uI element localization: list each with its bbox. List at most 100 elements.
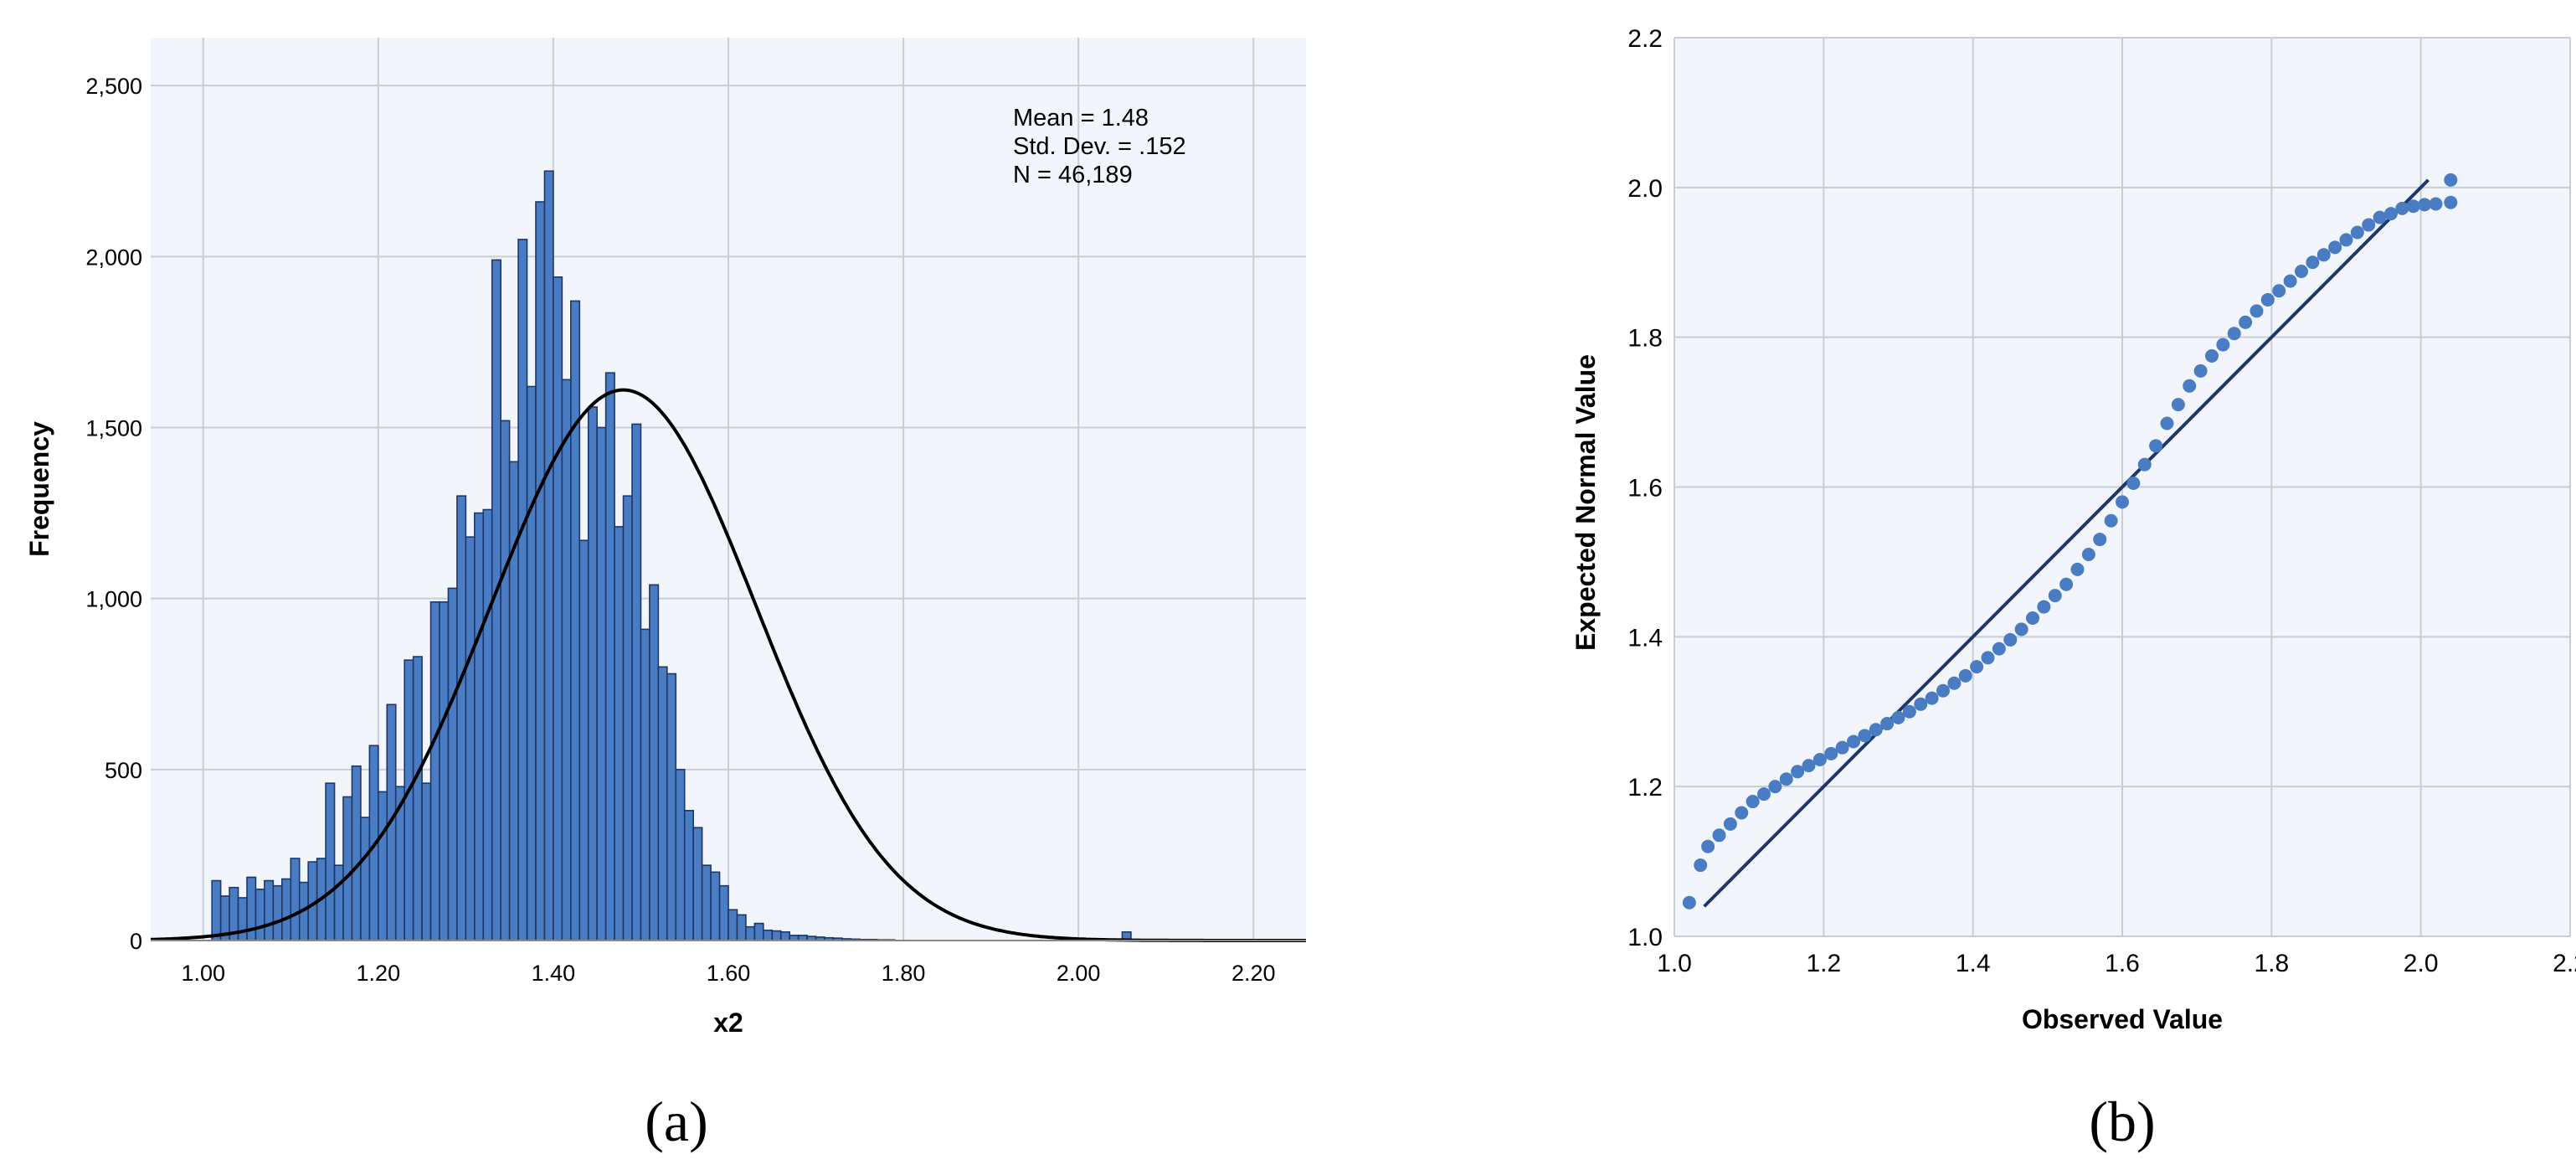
histogram-bar — [771, 930, 782, 941]
histogram-x-tick-label: 2.20 — [1231, 961, 1276, 986]
pp-plot-y-tick-label: 1.6 — [1627, 475, 1663, 503]
pp-plot-point — [2362, 218, 2376, 232]
histogram-y-tick-label: 2,500 — [85, 74, 142, 99]
pp-plot-point — [2081, 547, 2095, 561]
pp-plot-point — [2205, 349, 2219, 363]
histogram-stats-legend: Mean = 1.48 Std. Dev. = .152 N = 46,189 — [1013, 105, 1186, 188]
histogram-x-axis-title: x2 — [713, 1008, 743, 1038]
pp-plot-point — [1735, 806, 1749, 820]
pp-plot-y-tick-label: 1.0 — [1627, 924, 1663, 951]
pp-plot-point — [2395, 201, 2409, 215]
histogram-bar — [500, 420, 511, 941]
histogram-bar — [649, 584, 660, 941]
histogram-bar — [657, 666, 668, 941]
pp-plot-point — [1958, 668, 1972, 683]
histogram-bar — [578, 539, 589, 941]
pp-plot-point — [2418, 198, 2432, 212]
pp-plot-point — [2160, 416, 2174, 430]
pp-plot-point — [1694, 858, 1708, 873]
histogram-bar — [264, 879, 275, 941]
histogram-bar — [237, 897, 248, 941]
histogram-bar — [561, 379, 572, 941]
panel-label-a: (a) — [645, 1090, 707, 1153]
pp-plot-point — [2070, 562, 2085, 576]
histogram-bar — [342, 796, 353, 941]
pp-plot-point — [2328, 240, 2342, 255]
pp-plot-point — [1768, 780, 1782, 794]
histogram-bar — [482, 508, 493, 941]
histogram-bar — [683, 810, 694, 941]
pp-plot-point — [1914, 697, 1928, 711]
histogram-bar — [456, 495, 467, 941]
pp-plot-y-tick-label: 2.2 — [1627, 25, 1663, 53]
pp-plot-points — [1682, 173, 2458, 910]
pp-plot-point — [1936, 683, 1950, 698]
pp-plot-point — [2306, 255, 2320, 270]
histogram-bar — [429, 600, 440, 941]
histogram-bar — [360, 817, 371, 941]
pp-plot-point — [1791, 765, 1805, 779]
pp-plot-point — [1712, 828, 1726, 843]
histogram-bar — [272, 884, 283, 941]
pp-plot-point — [1802, 759, 1816, 773]
pp-plot-x-tick-label: 2.0 — [2404, 950, 2439, 977]
pp-plot-point — [2126, 477, 2141, 491]
pp-plot-point — [1891, 710, 1905, 724]
pp-plot-point — [2444, 173, 2458, 187]
pp-plot-point — [1947, 676, 1962, 690]
pp-plot-point — [1812, 752, 1827, 766]
pp-plot-point — [2272, 284, 2286, 298]
pp-plot-point — [1723, 817, 1737, 831]
pp-plot-point — [1970, 660, 1984, 674]
pp-plot-x-tick-label: 1.8 — [2254, 950, 2289, 977]
pp-plot-x-tick-label: 1.6 — [2105, 950, 2140, 977]
pp-plot-point — [1757, 787, 1771, 801]
pp-plot-point — [1925, 691, 1939, 705]
pp-plot-point — [1981, 651, 1995, 665]
histogram-bar — [631, 423, 642, 941]
histogram-bar — [622, 495, 633, 941]
pp-plot-point — [1701, 839, 1715, 853]
pp-plot-x-tick-label: 1.2 — [1806, 950, 1841, 977]
histogram-bar — [474, 512, 485, 941]
pp-plot-point — [2260, 292, 2275, 307]
histogram-bar — [587, 406, 598, 941]
pp-plot-y-tick-labels: 1.0 1.2 1.4 1.6 1.8 2.0 2.2 — [1627, 25, 1663, 951]
histogram-bar — [404, 659, 414, 941]
pp-plot-y-tick-label: 2.0 — [1627, 175, 1663, 203]
histogram-y-tick-labels: 0 500 1,000 1,500 2,000 2,500 — [85, 74, 142, 954]
stats-mean: Mean = 1.48 — [1013, 105, 1149, 131]
pp-plot-point — [2137, 457, 2152, 472]
pp-plot-point — [2429, 197, 2443, 211]
histogram-bar — [412, 656, 423, 941]
pp-plot-point — [1869, 723, 1883, 737]
histogram-x-tick-label: 1.40 — [532, 961, 576, 986]
pp-plot-point — [2373, 210, 2387, 224]
pp-plot-point — [2339, 233, 2353, 247]
histogram-bar — [535, 201, 546, 941]
pp-plot-y-tick-label: 1.2 — [1627, 774, 1663, 801]
stats-std-dev: Std. Dev. = .152 — [1013, 133, 1186, 160]
panel-label-b: (b) — [2089, 1090, 2155, 1153]
pp-plot-point — [2295, 264, 2308, 278]
pp-plot-x-tick-labels: 1.0 1.2 1.4 1.6 1.8 2.0 2.2 — [1657, 950, 2576, 977]
pp-plot-point — [2059, 577, 2074, 591]
pp-plot-point — [2444, 195, 2458, 209]
histogram-bar — [728, 909, 738, 941]
histogram-y-tick-label: 1,000 — [85, 587, 142, 612]
histogram-y-tick-label: 1,500 — [85, 416, 142, 441]
histogram-bar — [763, 929, 774, 941]
histogram-bar — [753, 922, 764, 941]
pp-plot-point — [2384, 207, 2398, 221]
histogram-bar — [543, 170, 554, 941]
pp-plot-point — [1847, 734, 1860, 749]
pp-plot-point — [2171, 398, 2185, 412]
pp-plot-point — [1902, 704, 1916, 719]
histogram-x-tick-label: 1.80 — [882, 961, 926, 986]
histogram-bar — [596, 426, 607, 941]
pp-plot-point — [2003, 632, 2018, 647]
pp-plot-point — [2149, 439, 2163, 453]
histogram-bar — [255, 888, 265, 941]
pp-plot-point — [2093, 533, 2107, 547]
pp-plot-point — [1858, 729, 1872, 743]
